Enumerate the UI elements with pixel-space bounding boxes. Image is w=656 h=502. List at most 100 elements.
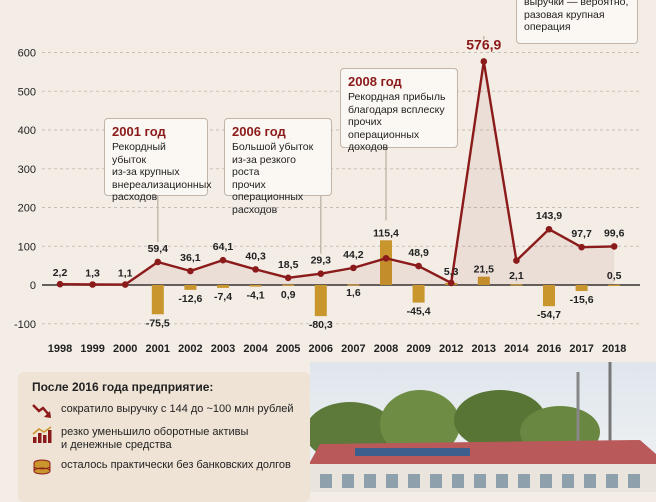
bar: [184, 285, 197, 290]
callout-text: Рекордный убыток из-за крупных внереализ…: [112, 141, 212, 203]
x-tick-label: 2003: [211, 343, 235, 355]
y-tick-label: 300: [18, 164, 36, 176]
x-tick-label: 2017: [569, 343, 593, 355]
line-point: [447, 279, 455, 287]
y-tick-label: 0: [30, 280, 36, 292]
bar-value-label: 1,6: [346, 287, 361, 299]
bar-value-label: -7,4: [214, 291, 232, 303]
bar-value-label: 0,5: [607, 270, 622, 282]
line-point: [121, 281, 129, 288]
line-point: [382, 254, 390, 262]
line-value-label: 64,1: [213, 241, 234, 253]
line-value-label: 59,4: [148, 243, 169, 255]
y-tick-label: 600: [18, 48, 36, 60]
x-tick-label: 2009: [406, 343, 430, 355]
info-item: резко уменьшило оборотные активы и денеж…: [32, 426, 296, 452]
bar: [608, 284, 621, 287]
line-point: [578, 243, 585, 251]
callout-text: Рекордная прибыль благодаря всплеску про…: [348, 91, 446, 153]
info-text: резко уменьшило оборотные активы и денеж…: [61, 426, 249, 451]
bar: [380, 240, 392, 285]
trend-down-icon: [32, 404, 51, 418]
bar: [151, 285, 164, 315]
y-tick-label: -100: [14, 319, 36, 331]
bar-value-label: 0,9: [281, 289, 296, 301]
line-point: [187, 267, 194, 275]
line-value-label: 576,9: [466, 36, 501, 52]
line-value-label: 48,9: [408, 247, 429, 259]
line-value-label: 40,3: [245, 250, 266, 262]
y-axis-ticks: 600 500 400 300 200 100 0 -100: [14, 48, 36, 331]
callout-2001: 2001 год Рекордный убыток из-за крупных …: [104, 118, 212, 203]
x-tick-label: 2004: [243, 343, 268, 355]
line-value-label: 1,3: [85, 267, 100, 279]
x-tick-label: 2006: [309, 343, 333, 355]
line-point: [284, 274, 292, 282]
bar: [477, 276, 490, 285]
bar-value-label: -45,4: [407, 306, 431, 318]
y-tick-label: 200: [18, 203, 36, 215]
bar-value-label: 115,4: [373, 227, 399, 239]
bar-value-label: 21,5: [474, 264, 495, 276]
info-item: сократило выручку с 144 до ~100 млн рубл…: [32, 403, 296, 419]
info-panel: После 2016 года предприятие: сократило в…: [18, 372, 310, 502]
callout-leaders: [157, 36, 485, 254]
x-tick-label: 2000: [113, 343, 137, 355]
info-title: После 2016 года предприятие:: [32, 380, 214, 394]
line-value-label: 2,2: [53, 267, 68, 279]
line-point: [317, 270, 325, 277]
callout-2008: 2008 год Рекордная прибыль благодаря всп…: [340, 68, 458, 153]
line-value-label: 143,9: [536, 210, 562, 222]
bar: [217, 285, 229, 288]
line-point: [219, 256, 227, 264]
line-value-label: 18,5: [278, 259, 299, 271]
callout-2013: выручки — вероятно, разовая крупная опер…: [516, 0, 638, 44]
building-photo: [310, 362, 656, 492]
line-point: [252, 266, 259, 273]
x-tick-label: 2005: [276, 343, 300, 355]
callout-text: Большой убыток из-за резкого роста прочи…: [232, 141, 314, 216]
callout-title: 2008 год: [348, 74, 402, 89]
bar-value-label: 2,1: [509, 270, 524, 282]
line-point: [89, 281, 96, 288]
x-tick-label: 2012: [439, 343, 463, 355]
line-point: [513, 257, 520, 264]
callout-2006: 2006 год Большой убыток из-за резкого ро…: [224, 118, 332, 216]
x-tick-label: 2016: [537, 343, 561, 355]
bar: [314, 285, 327, 317]
x-tick-label: 2007: [341, 343, 365, 355]
x-tick-label: 2008: [374, 343, 398, 355]
bar-chart-icon: [32, 426, 52, 443]
line-point: [545, 225, 553, 233]
line-path: [59, 60, 615, 286]
line-point: [56, 280, 64, 288]
bar-value-label: -15,6: [570, 294, 594, 306]
x-tick-label: 1998: [48, 343, 72, 355]
line-point: [610, 243, 618, 250]
info-text: сократило выручку с 144 до ~100 млн рубл…: [61, 403, 294, 415]
bar: [510, 284, 523, 286]
x-tick-label: 2014: [504, 343, 529, 355]
bar-value-label: -54,7: [537, 309, 561, 321]
y-tick-label: 400: [18, 125, 36, 137]
callout-text: выручки — вероятно, разовая крупная опер…: [524, 0, 629, 33]
x-tick-label: 2002: [178, 343, 202, 355]
info-text: осталось практически без банковских долг…: [61, 459, 291, 471]
bar-value-label: -80,3: [309, 319, 333, 331]
line-value-label: 44,2: [343, 249, 364, 261]
line-value-label: 36,1: [180, 252, 201, 264]
grid-lines: [42, 52, 640, 325]
chart: 600 500 400 300 200 100 0 -100 2,2 1,3 1,1 59,4 36,…: [14, 36, 640, 355]
bar: [575, 285, 588, 292]
line-value-label: 97,7: [571, 228, 592, 240]
line-point: [350, 264, 357, 272]
line-series: [56, 58, 618, 288]
bar: [249, 285, 262, 287]
bar-value-label: -4,1: [247, 290, 265, 302]
line-value-label: 29,3: [311, 255, 332, 267]
x-tick-label: 2001: [146, 343, 170, 355]
data-labels: 2,2 1,3 1,1 59,4 36,1 64,1 40,3 18,5 29,3 44,2 48,…: [53, 36, 625, 331]
bar-series: [151, 240, 621, 317]
line-value-label: 1,1: [118, 268, 133, 280]
line-point: [154, 258, 162, 266]
